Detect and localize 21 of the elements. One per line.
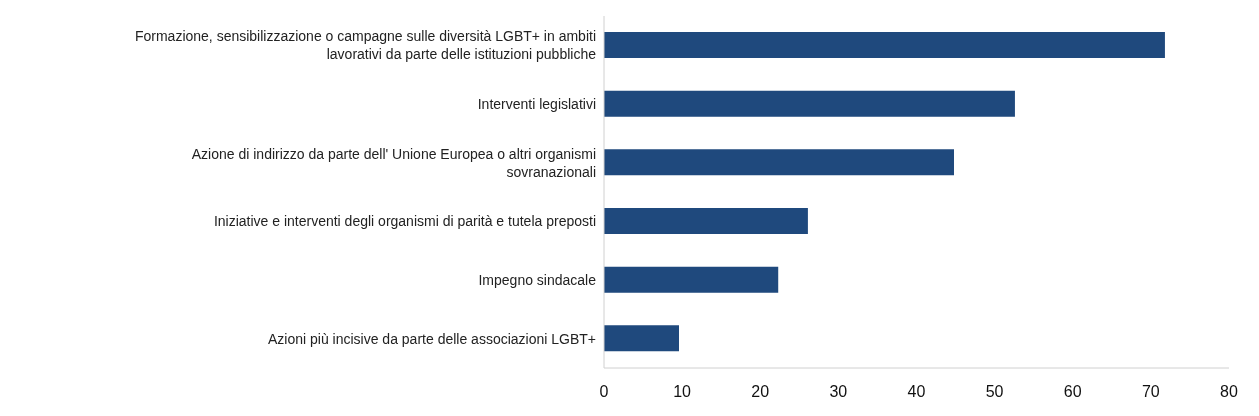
bar — [604, 32, 1165, 58]
x-tick-label: 20 — [751, 383, 770, 401]
y-tick-label: Azione di indirizzo da parte dell' Unione Europea o altri organismi sovranazionali — [191, 145, 596, 180]
x-tick-label: 50 — [985, 383, 1004, 401]
bar — [604, 325, 679, 352]
x-tick-label: 70 — [1141, 383, 1160, 401]
y-tick-label: Formazione, sensibilizzazione o campagne sulle diversità LGBT+ in ambiti lavorativi da parte delle istituzioni pubbliche — [134, 28, 597, 63]
y-tick-label: Azioni più incisive da parte delle associazioni LGBT+ — [267, 330, 596, 347]
bar — [604, 266, 779, 293]
x-tick-label: 40 — [907, 383, 926, 401]
x-tick-label: 80 — [1220, 383, 1238, 401]
bar — [604, 208, 808, 234]
bar — [604, 90, 1015, 117]
x-tick-label: 30 — [829, 383, 848, 401]
x-tick-label: 60 — [1063, 383, 1082, 401]
bar — [604, 149, 954, 176]
y-tick-label: Iniziative e interventi degli organismi di parità e tutela preposti — [213, 213, 596, 230]
y-tick-label: Impegno sindacale — [478, 272, 597, 288]
y-tick-label: Interventi legislativi — [477, 96, 596, 112]
x-tick-label: 10 — [673, 383, 692, 401]
x-tick-label: 0 — [599, 383, 609, 401]
